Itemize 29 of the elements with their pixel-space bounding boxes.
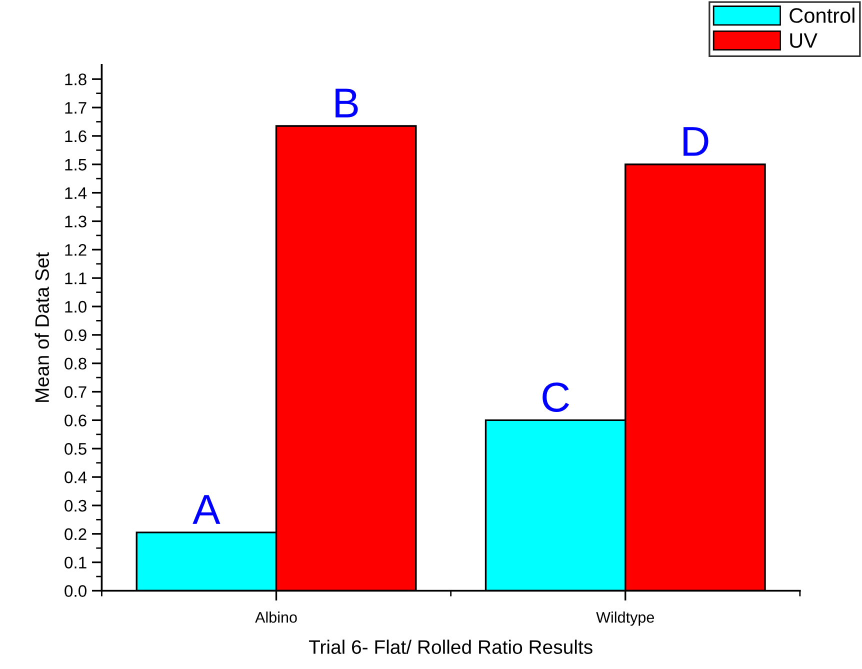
x-tick-label: Albino bbox=[255, 612, 297, 623]
y-tick-label: 0.6 bbox=[64, 414, 86, 426]
annotation: C bbox=[542, 382, 570, 412]
y-tick-label: 1.3 bbox=[65, 216, 86, 228]
annotation: B bbox=[336, 88, 358, 118]
annotation: A bbox=[192, 495, 220, 524]
legend-label: UV bbox=[790, 33, 818, 48]
y-tick-label: 1.0 bbox=[65, 300, 86, 313]
y-tick-label: 1.7 bbox=[65, 102, 86, 114]
y-tick-label: 1.6 bbox=[65, 130, 86, 142]
y-tick-label: 0.8 bbox=[64, 358, 86, 370]
y-tick-label: 0.1 bbox=[64, 556, 86, 569]
y-tick-label: 1.5 bbox=[65, 158, 86, 171]
y-tick-label: 0.7 bbox=[64, 386, 86, 398]
y-tick-label: 0.0 bbox=[64, 585, 86, 597]
y-tick-label: 0.9 bbox=[64, 329, 86, 342]
legend-label: Control bbox=[790, 8, 854, 23]
y-tick-label: 0.3 bbox=[64, 500, 86, 512]
y-tick-label: 1.8 bbox=[65, 74, 86, 86]
y-tick-label: 1.2 bbox=[65, 244, 86, 256]
x-tick-label: Wildtype bbox=[596, 612, 654, 626]
y-tick-label: 1.4 bbox=[65, 187, 87, 199]
y-tick-label: 1.1 bbox=[65, 272, 86, 284]
y-tick-label: 0.4 bbox=[64, 471, 87, 484]
y-tick-label: 0.2 bbox=[64, 528, 86, 540]
x-axis-title: Trial 6- Flat/ Rolled Ratio Results bbox=[308, 640, 592, 654]
y-tick-label: 0.5 bbox=[64, 443, 86, 455]
y-axis-title: Mean of Data Set bbox=[34, 252, 50, 402]
annotation: D bbox=[684, 127, 708, 156]
